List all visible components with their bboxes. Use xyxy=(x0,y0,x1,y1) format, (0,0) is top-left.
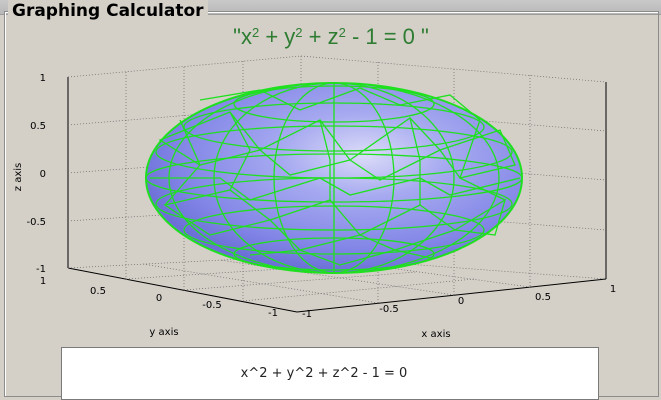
z-tick-label: -0.5 xyxy=(26,217,46,228)
x-tick-label: 0 xyxy=(458,296,464,307)
x-tick-label: 0.5 xyxy=(535,292,551,303)
y-tick-label: 0.5 xyxy=(90,286,106,297)
z-tick-label: 0.5 xyxy=(30,121,46,132)
y-axis-label: y axis xyxy=(149,327,178,338)
x-tick-label: 1 xyxy=(610,284,616,295)
x-axis-label: x axis xyxy=(421,329,450,340)
x-tick-label: -0.5 xyxy=(379,304,399,315)
y-tick-label: 0 xyxy=(156,293,162,304)
z-axis-label: z axis xyxy=(13,163,24,191)
plot-area[interactable]: "x2 + y2 + z2 - 1 = 0 " xyxy=(0,0,661,345)
z-tick-label: 1 xyxy=(40,73,46,84)
axes-box xyxy=(67,77,607,313)
surface-plot xyxy=(145,82,523,274)
y-tick-label: -1 xyxy=(268,308,278,319)
plot-title: "x2 + y2 + z2 - 1 = 0 " xyxy=(233,24,429,49)
y-tick-label: -0.5 xyxy=(202,300,222,311)
z-tick-label: 0 xyxy=(40,169,46,180)
y-tick-label: 1 xyxy=(40,276,46,287)
panel-title: Graphing Calculator xyxy=(8,0,208,22)
z-tick-label: -1 xyxy=(36,264,46,275)
equation-text: x^2 + y^2 + z^2 - 1 = 0 xyxy=(240,366,408,381)
x-tick-label: -1 xyxy=(302,309,312,320)
equation-display[interactable]: x^2 + y^2 + z^2 - 1 = 0 xyxy=(61,347,599,400)
surface-mesh xyxy=(145,82,523,274)
